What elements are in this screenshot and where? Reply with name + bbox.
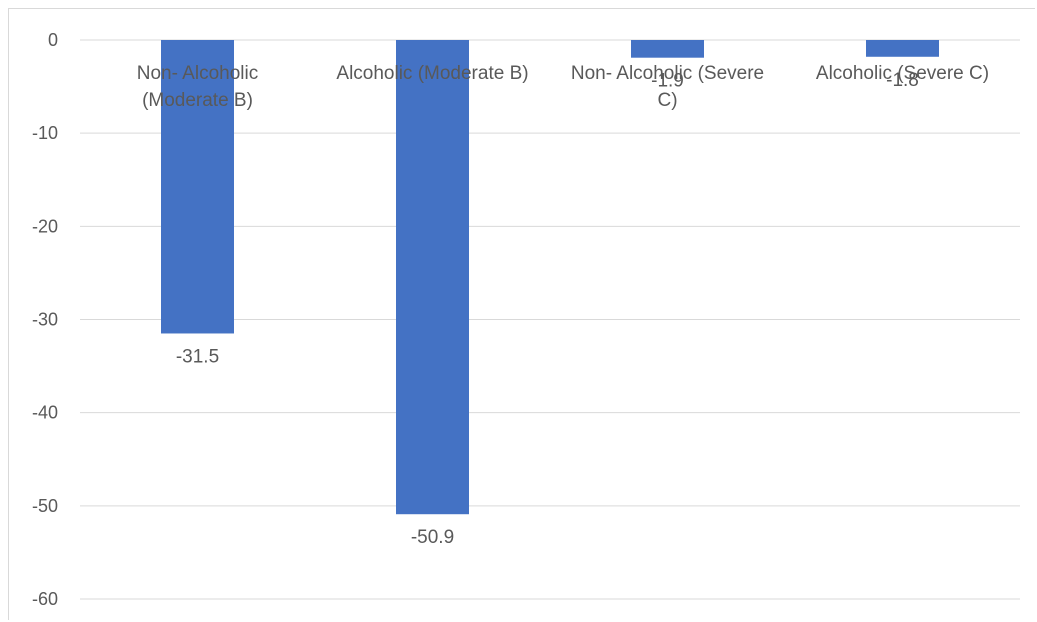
y-tick-label: 0 — [48, 30, 58, 50]
bar — [866, 40, 939, 57]
bar — [396, 40, 469, 515]
data-label: -31.5 — [176, 346, 219, 367]
y-tick-label: -50 — [32, 496, 58, 516]
data-label: -50.9 — [411, 527, 454, 548]
chart-frame — [8, 8, 1035, 620]
bar — [161, 40, 234, 334]
x-category-label: C) — [657, 90, 677, 111]
y-tick-label: -60 — [32, 589, 58, 609]
data-label: -1.9 — [651, 71, 684, 92]
x-category-label: (Moderate B) — [142, 90, 253, 111]
x-category-label: Non- Alcoholic (Severe — [571, 63, 764, 84]
y-tick-label: -30 — [32, 310, 58, 330]
y-tick-label: -40 — [32, 403, 58, 423]
data-label: -1.8 — [886, 70, 919, 91]
bar — [631, 40, 704, 58]
y-tick-label: -10 — [32, 123, 58, 143]
y-tick-label: -20 — [32, 216, 58, 236]
x-category-label: Alcoholic (Severe C) — [816, 63, 989, 84]
x-category-label: Alcoholic (Moderate B) — [336, 63, 528, 84]
x-category-label: Non- Alcoholic — [137, 63, 258, 84]
